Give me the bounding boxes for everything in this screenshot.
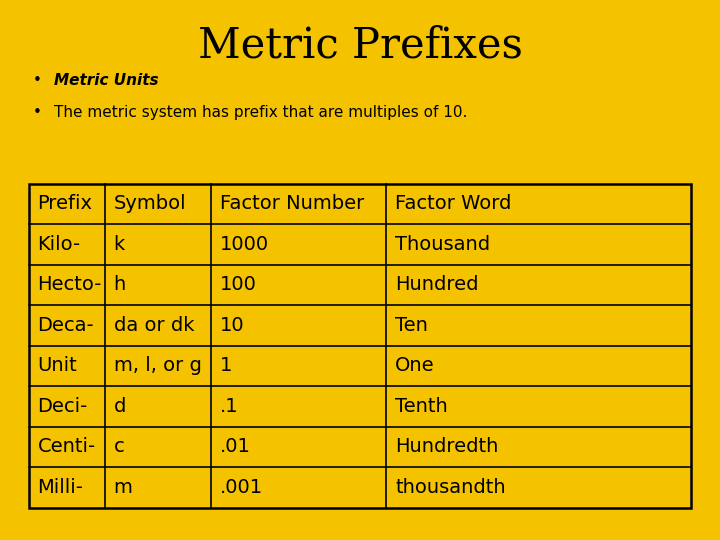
Bar [29, 184, 691, 508]
Text: k: k [114, 235, 125, 254]
Text: Hundredth: Hundredth [395, 437, 498, 456]
Text: d: d [114, 397, 126, 416]
Text: The metric system has prefix that are multiples of 10.: The metric system has prefix that are mu… [54, 105, 467, 120]
Text: 10: 10 [220, 316, 244, 335]
Text: Milli-: Milli- [37, 478, 84, 497]
Text: .01: .01 [220, 437, 251, 456]
Text: m: m [114, 478, 132, 497]
Text: Hecto-: Hecto- [37, 275, 102, 294]
Text: Unit: Unit [37, 356, 77, 375]
Text: Factor Word: Factor Word [395, 194, 511, 213]
Text: Thousand: Thousand [395, 235, 490, 254]
Text: Symbol: Symbol [114, 194, 186, 213]
Text: .001: .001 [220, 478, 263, 497]
Text: Deci-: Deci- [37, 397, 88, 416]
Text: Metric Prefixes: Metric Prefixes [197, 24, 523, 66]
Text: 100: 100 [220, 275, 256, 294]
Text: Deca-: Deca- [37, 316, 94, 335]
Text: Tenth: Tenth [395, 397, 448, 416]
Text: One: One [395, 356, 435, 375]
Text: da or dk: da or dk [114, 316, 194, 335]
Text: Centi-: Centi- [37, 437, 96, 456]
Text: •: • [32, 73, 41, 88]
Text: Hundred: Hundred [395, 275, 479, 294]
Text: Prefix: Prefix [37, 194, 92, 213]
Text: h: h [114, 275, 126, 294]
Text: •: • [32, 105, 41, 120]
Text: Ten: Ten [395, 316, 428, 335]
Text: 1: 1 [220, 356, 232, 375]
Text: m, l, or g: m, l, or g [114, 356, 202, 375]
Text: Metric Units: Metric Units [54, 73, 158, 88]
Text: Kilo-: Kilo- [37, 235, 81, 254]
Text: Factor Number: Factor Number [220, 194, 364, 213]
Text: c: c [114, 437, 125, 456]
Text: 1000: 1000 [220, 235, 269, 254]
Text: .1: .1 [220, 397, 238, 416]
Text: thousandth: thousandth [395, 478, 505, 497]
